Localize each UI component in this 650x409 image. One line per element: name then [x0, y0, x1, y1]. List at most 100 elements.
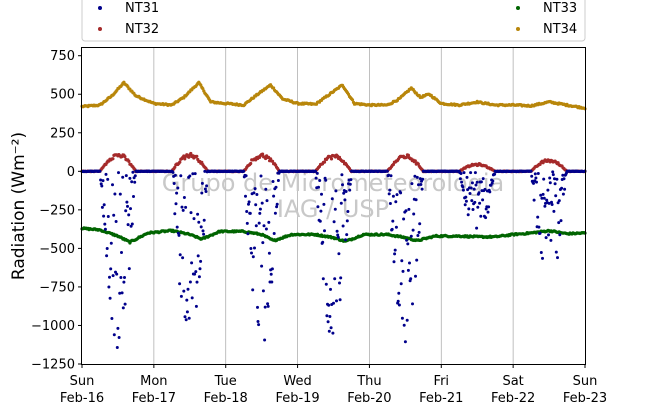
- nt31-point: [320, 192, 323, 196]
- nt31-point: [325, 314, 329, 318]
- nt31-point: [105, 247, 109, 250]
- nt31-point: [244, 194, 247, 198]
- x-tick-label: Thu: [356, 374, 381, 389]
- legend-marker-nt31: [98, 6, 102, 10]
- nt31-point: [417, 183, 420, 187]
- nt31-point: [115, 272, 119, 276]
- nt31-point: [181, 256, 185, 260]
- nt31-point: [322, 202, 326, 206]
- nt31-point: [103, 227, 107, 231]
- nt31-point: [475, 226, 479, 230]
- nt31-point: [345, 219, 349, 223]
- nt31-point: [479, 214, 483, 218]
- nt31-point: [469, 171, 473, 175]
- nt31-point: [321, 277, 325, 281]
- x-tick-label: Feb-23: [563, 391, 607, 406]
- nt31-point: [393, 252, 397, 256]
- nt31-point: [387, 192, 391, 196]
- nt31-point: [109, 241, 113, 245]
- nt31-point: [538, 231, 542, 235]
- nt31-point: [458, 177, 462, 181]
- nt31-point: [124, 209, 128, 213]
- grid-lines: [153, 48, 514, 364]
- nt31-point: [392, 260, 396, 264]
- nt31-point: [462, 171, 466, 175]
- nt31-point: [413, 174, 417, 178]
- nt31-point: [331, 331, 335, 335]
- nt31-point: [461, 188, 465, 192]
- nt31-point: [256, 305, 259, 309]
- nt31-point: [254, 203, 258, 207]
- nt31-point: [194, 270, 198, 274]
- nt31-point: [560, 186, 564, 190]
- nt31-point: [463, 203, 467, 207]
- nt31-point: [258, 207, 262, 211]
- y-tick-label: −1250: [31, 358, 75, 373]
- nt31-point: [464, 195, 468, 199]
- nt31-point: [490, 181, 494, 185]
- nt31-point: [265, 199, 269, 203]
- nt31-point: [532, 198, 536, 202]
- nt31-point: [387, 173, 391, 177]
- nt31-point: [334, 189, 338, 193]
- nt31-point: [404, 209, 408, 213]
- nt31-point: [185, 298, 189, 302]
- nt31-point: [403, 340, 407, 344]
- nt31-point: [481, 198, 485, 202]
- nt31-point: [409, 234, 413, 238]
- nt31-point: [193, 272, 197, 276]
- nt31-point: [412, 212, 416, 216]
- nt31-point: [174, 202, 178, 206]
- nt31-point: [105, 254, 109, 258]
- nt31-point: [346, 210, 350, 213]
- nt32-point: [341, 159, 346, 163]
- x-tick-label: Feb-20: [347, 391, 391, 406]
- nt31-point: [181, 208, 185, 212]
- nt31-point: [487, 205, 491, 209]
- nt31-point: [407, 207, 411, 211]
- nt31-point: [329, 287, 332, 291]
- nt31-point: [200, 181, 204, 185]
- nt31-point: [185, 310, 189, 314]
- nt31-point: [473, 171, 477, 175]
- nt31-point: [466, 213, 470, 217]
- watermark: Grupo de Micrometeorologia IAG / USP: [162, 169, 504, 223]
- nt31-point: [327, 329, 331, 333]
- nt31-point: [388, 188, 392, 192]
- nt31-point: [546, 188, 550, 192]
- nt31-point: [269, 272, 273, 276]
- nt31-point: [260, 264, 264, 268]
- nt31-point: [262, 224, 266, 228]
- nt31-point: [260, 201, 264, 205]
- nt31-point: [493, 172, 497, 176]
- nt31-point: [272, 232, 276, 235]
- nt31-point: [197, 275, 201, 279]
- legend-frame: [81, 0, 586, 42]
- nt31-point: [332, 301, 335, 305]
- nt31-point: [177, 233, 181, 237]
- nt31-point: [193, 172, 197, 176]
- nt31-point: [266, 302, 270, 306]
- nt31-point: [258, 211, 262, 215]
- x-tick-label: Feb-22: [491, 391, 535, 406]
- nt31-point: [400, 259, 404, 263]
- nt31-point: [133, 174, 137, 178]
- nt31-point: [197, 220, 201, 224]
- nt31-point: [542, 196, 546, 200]
- nt31-point: [330, 197, 334, 201]
- nt31-point: [103, 222, 107, 226]
- nt31-point: [116, 326, 120, 330]
- nt32-point: [249, 161, 253, 166]
- nt31-point: [394, 200, 398, 204]
- nt32-point: [123, 155, 127, 159]
- nt31-point: [245, 221, 249, 225]
- nt31-point: [484, 207, 488, 211]
- nt31-point: [276, 179, 280, 182]
- nt31-point: [264, 227, 268, 231]
- nt32-point: [322, 160, 327, 164]
- nt31-point: [100, 184, 104, 188]
- nt32-point: [183, 157, 187, 161]
- nt31-point: [338, 298, 342, 302]
- nt31-point: [418, 222, 422, 226]
